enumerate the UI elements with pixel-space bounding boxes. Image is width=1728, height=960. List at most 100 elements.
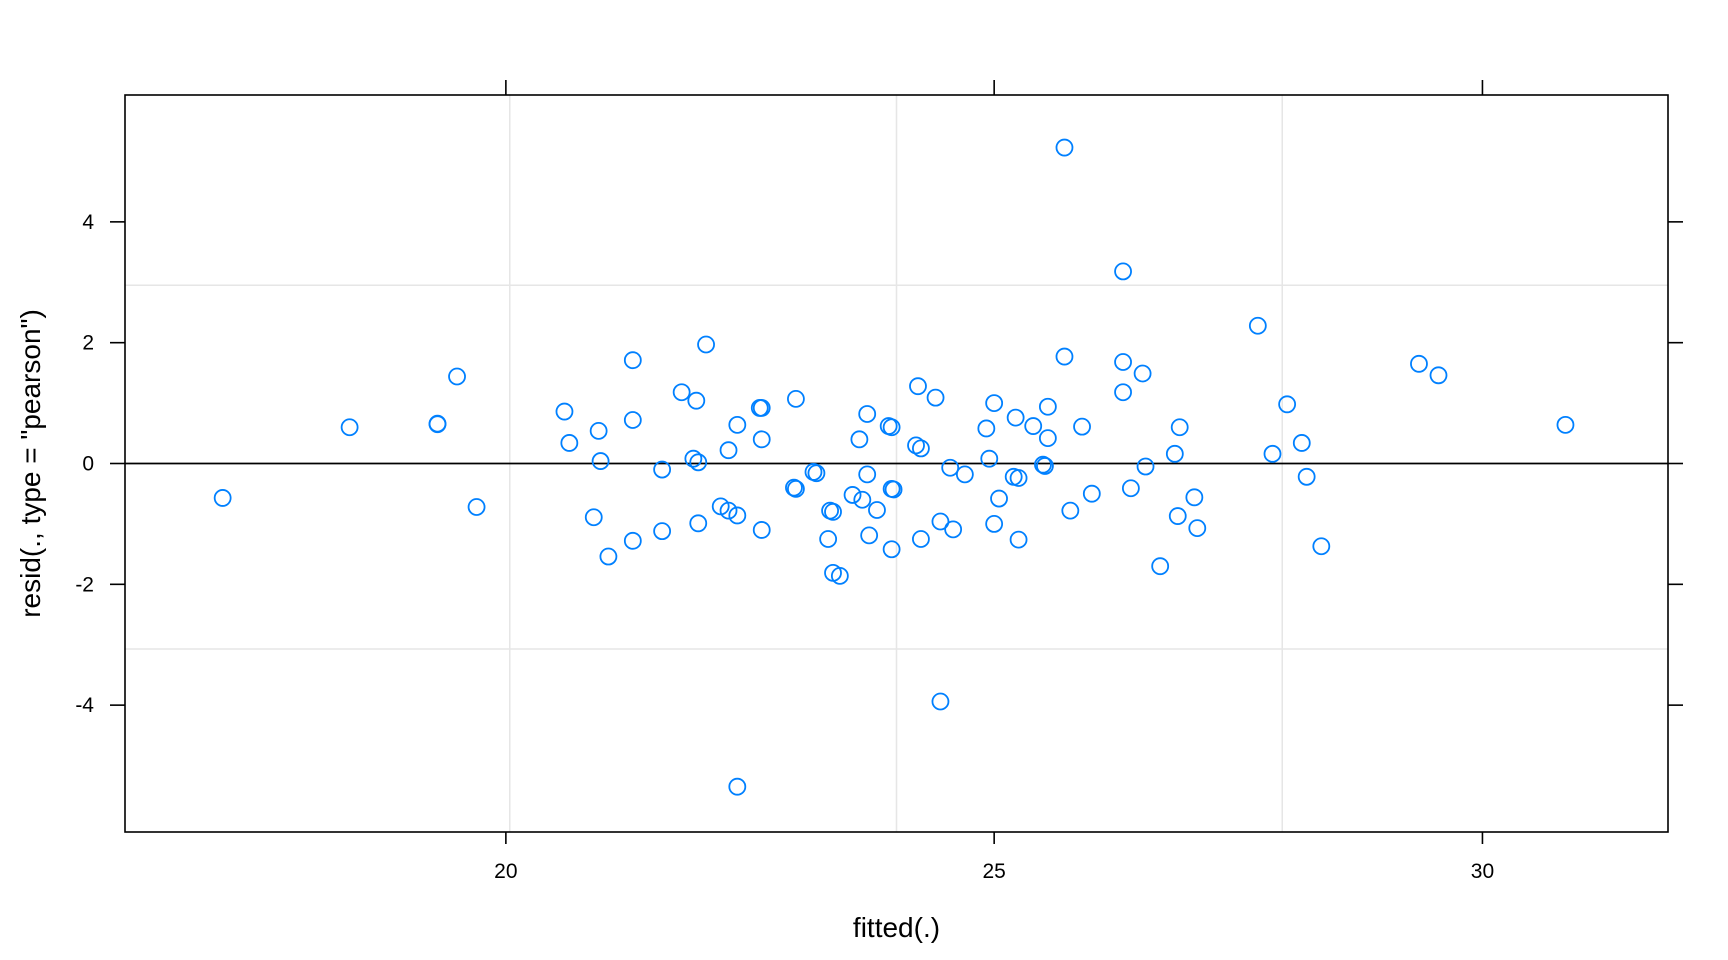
data-point-66: [980, 449, 999, 468]
y-tick-label-4: 4: [82, 211, 94, 234]
data-point-55: [907, 436, 925, 455]
data-point-24: [719, 441, 738, 460]
data-point-94: [1185, 488, 1204, 507]
data-point-32: [752, 521, 771, 539]
x-axis-title: fitted(.): [853, 912, 940, 943]
data-point-96: [1248, 316, 1267, 335]
data-point-8: [584, 508, 603, 527]
data-point-45: [853, 490, 872, 509]
data-point-4: [448, 367, 466, 386]
data-point-20: [689, 453, 708, 472]
y-tick-label-0: -4: [75, 694, 94, 717]
data-point-59: [926, 388, 945, 407]
data-point-46: [858, 405, 877, 423]
data-point-16: [653, 522, 672, 541]
data-point-15: [653, 460, 672, 479]
data-point-99: [1292, 434, 1311, 452]
data-point-3: [428, 415, 447, 434]
data-point-69: [990, 489, 1008, 508]
data-point-38: [819, 530, 838, 548]
data-point-104: [1556, 415, 1575, 434]
data-point-28: [728, 777, 747, 796]
data-point-78: [1038, 429, 1057, 448]
data-point-31: [752, 430, 771, 449]
data-point-47: [858, 465, 877, 484]
y-tick-label-2: 0: [82, 453, 94, 476]
x-tick-label-2: 30: [1471, 860, 1494, 883]
data-point-0: [213, 489, 232, 507]
data-point-72: [1009, 469, 1028, 487]
data-point-67: [985, 394, 1004, 412]
data-point-74: [1024, 417, 1043, 435]
data-point-86: [1114, 383, 1132, 402]
data-point-37: [807, 464, 826, 483]
data-point-84: [1114, 262, 1132, 281]
data-point-14: [623, 531, 642, 550]
data-point-48: [860, 526, 879, 545]
data-point-42: [830, 566, 849, 585]
data-point-100: [1297, 467, 1316, 486]
data-point-98: [1278, 395, 1297, 414]
data-point-75: [1034, 455, 1052, 474]
data-point-51: [882, 418, 901, 437]
data-point-101: [1312, 537, 1331, 556]
data-point-35: [787, 389, 805, 408]
data-points: [213, 138, 1575, 796]
data-point-6: [555, 402, 574, 421]
y-tick-label-3: 2: [82, 332, 94, 355]
data-point-53: [884, 480, 903, 499]
y-tick-label-1: -2: [75, 573, 94, 596]
data-point-92: [1168, 507, 1187, 525]
data-point-95: [1188, 519, 1207, 538]
data-point-13: [623, 411, 642, 429]
data-point-17: [672, 383, 691, 402]
data-point-64: [955, 465, 974, 484]
data-point-34: [787, 479, 805, 498]
data-point-60: [931, 512, 950, 531]
data-point-103: [1429, 366, 1448, 385]
data-point-88: [1133, 364, 1152, 383]
data-point-65: [977, 419, 996, 438]
data-point-56: [909, 377, 927, 396]
data-point-5: [467, 498, 486, 516]
data-point-1: [340, 418, 359, 437]
data-point-68: [985, 515, 1004, 533]
data-point-63: [944, 520, 963, 539]
data-point-9: [589, 421, 608, 440]
data-point-71: [1006, 408, 1025, 427]
data-point-89: [1136, 457, 1155, 476]
data-point-40: [824, 502, 842, 521]
data-point-77: [1038, 397, 1057, 416]
data-point-12: [623, 351, 642, 370]
data-point-62: [941, 458, 960, 477]
x-tick-label-1: 25: [982, 860, 1005, 883]
data-point-58: [912, 530, 930, 548]
data-point-93: [1170, 418, 1189, 437]
data-point-43: [843, 486, 862, 504]
data-point-49: [868, 501, 886, 519]
data-point-26: [728, 415, 747, 434]
data-point-30: [752, 399, 771, 417]
data-point-33: [785, 478, 803, 497]
data-point-80: [1055, 138, 1074, 157]
data-point-21: [689, 514, 708, 533]
data-point-61: [931, 692, 950, 711]
data-point-57: [912, 439, 930, 458]
data-point-10: [591, 452, 610, 470]
data-point-79: [1055, 347, 1074, 366]
data-point-82: [1073, 417, 1091, 436]
data-point-44: [850, 430, 869, 449]
data-point-85: [1114, 353, 1132, 371]
x-tick-label-0: 20: [494, 860, 517, 883]
data-point-76: [1036, 457, 1054, 475]
data-point-91: [1165, 444, 1184, 463]
data-point-73: [1009, 530, 1028, 549]
data-point-27: [728, 506, 747, 525]
data-point-18: [684, 449, 703, 468]
axis-ticks: 20 25 30 -4 -2 0 2 4: [75, 80, 1683, 883]
data-point-83: [1082, 484, 1101, 503]
data-point-19: [687, 391, 706, 410]
data-point-22: [697, 335, 715, 354]
y-axis-title: resid(., type = "pearson"): [15, 309, 46, 618]
